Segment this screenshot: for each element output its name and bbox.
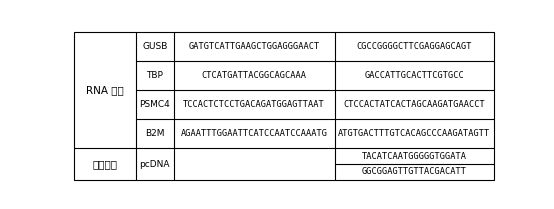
Text: RNA 内参: RNA 内参: [86, 85, 124, 95]
Text: B2M: B2M: [145, 129, 165, 138]
Text: TBP: TBP: [146, 71, 163, 80]
Text: CTCCACTATCACTAGCAAGATGAACCT: CTCCACTATCACTAGCAAGATGAACCT: [343, 100, 485, 109]
Text: GGCGGAGTTGTTACGACATT: GGCGGAGTTGTTACGACATT: [362, 167, 467, 176]
Text: CGCCGGGGCTTCGAGGAGCAGT: CGCCGGGGCTTCGAGGAGCAGT: [357, 42, 472, 51]
Text: pcDNA: pcDNA: [140, 159, 170, 168]
Text: GACCATTGCACTTCGTGCC: GACCATTGCACTTCGTGCC: [365, 71, 464, 80]
Text: TCCACTCTCCTGACAGATGGAGTTAAT: TCCACTCTCCTGACAGATGGAGTTAAT: [183, 100, 325, 109]
Text: ATGTGACTTTGTCACAGCCCAAGATAGTT: ATGTGACTTTGTCACAGCCCAAGATAGTT: [338, 129, 491, 138]
Text: GUSB: GUSB: [142, 42, 167, 51]
Text: CTCATGATTACGGCAGCAAA: CTCATGATTACGGCAGCAAA: [202, 71, 306, 80]
Text: PSMC4: PSMC4: [139, 100, 170, 109]
Text: GATGTCATTGAAGCTGGAGGGAACT: GATGTCATTGAAGCTGGAGGGAACT: [188, 42, 320, 51]
Text: 反应内参: 反应内参: [92, 159, 117, 169]
Text: TACATCAATGGGGGTGGATA: TACATCAATGGGGGTGGATA: [362, 152, 467, 161]
Text: AGAATTTGGAATTCATCCAATCCAAATG: AGAATTTGGAATTCATCCAATCCAAATG: [181, 129, 327, 138]
